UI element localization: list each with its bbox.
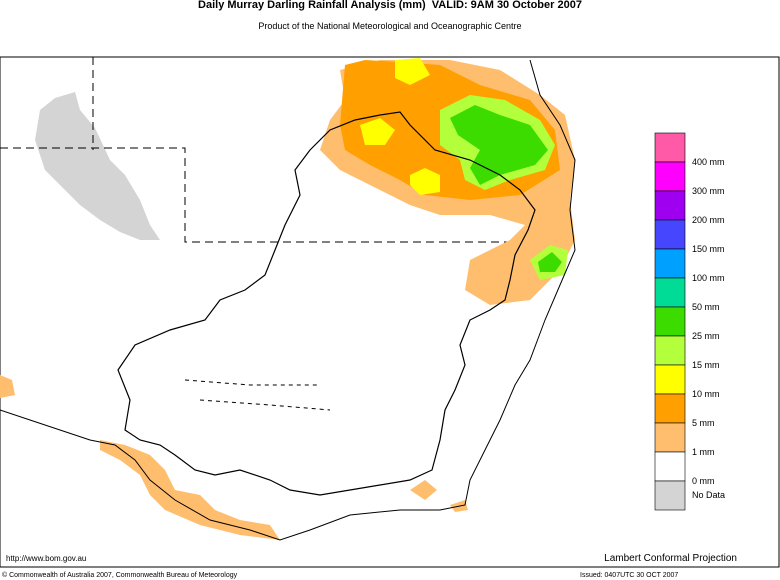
legend-label: No Data [692,490,725,500]
issued: Issued: 0407UTC 30 OCT 2007 [580,572,678,579]
legend-label: 50 mm [692,302,720,312]
map [0,56,780,568]
legend-label: 300 mm [692,186,725,196]
legend-swatch [654,277,686,308]
legend-swatch [654,190,686,221]
title: Daily Murray Darling Rainfall Analysis (… [198,0,582,11]
legend-swatch [654,219,686,250]
legend: 400 mm 300 mm 200 mm 150 mm 100 mm 50 mm 25 mm… [654,132,725,511]
legend-swatch [654,422,686,453]
source-url: http://www.bom.gov.au [6,554,86,563]
legend-label: 25 mm [692,331,720,341]
legend-swatch [654,480,686,511]
legend-swatch [654,451,686,482]
legend-label: 10 mm [692,389,720,399]
legend-label: 150 mm [692,244,725,254]
legend-label: 200 mm [692,215,725,225]
legend-label: 5 mm [692,418,715,428]
legend-swatch [654,306,686,337]
legend-swatch [654,248,686,279]
copyright: © Commonwealth of Australia 2007, Common… [2,571,238,579]
legend-swatch [654,132,686,163]
legend-swatch [654,393,686,424]
legend-label: 1 mm [692,447,715,457]
legend-label: 400 mm [692,157,725,167]
legend-swatch [654,364,686,395]
legend-swatch [654,335,686,366]
legend-label: 0 mm [692,476,715,486]
projection-note: Lambert Conformal Projection [604,553,737,564]
legend-swatch [654,161,686,192]
legend-label: 100 mm [692,273,725,283]
legend-label: 15 mm [692,360,720,370]
subtitle: Product of the National Meteorological a… [258,21,521,31]
